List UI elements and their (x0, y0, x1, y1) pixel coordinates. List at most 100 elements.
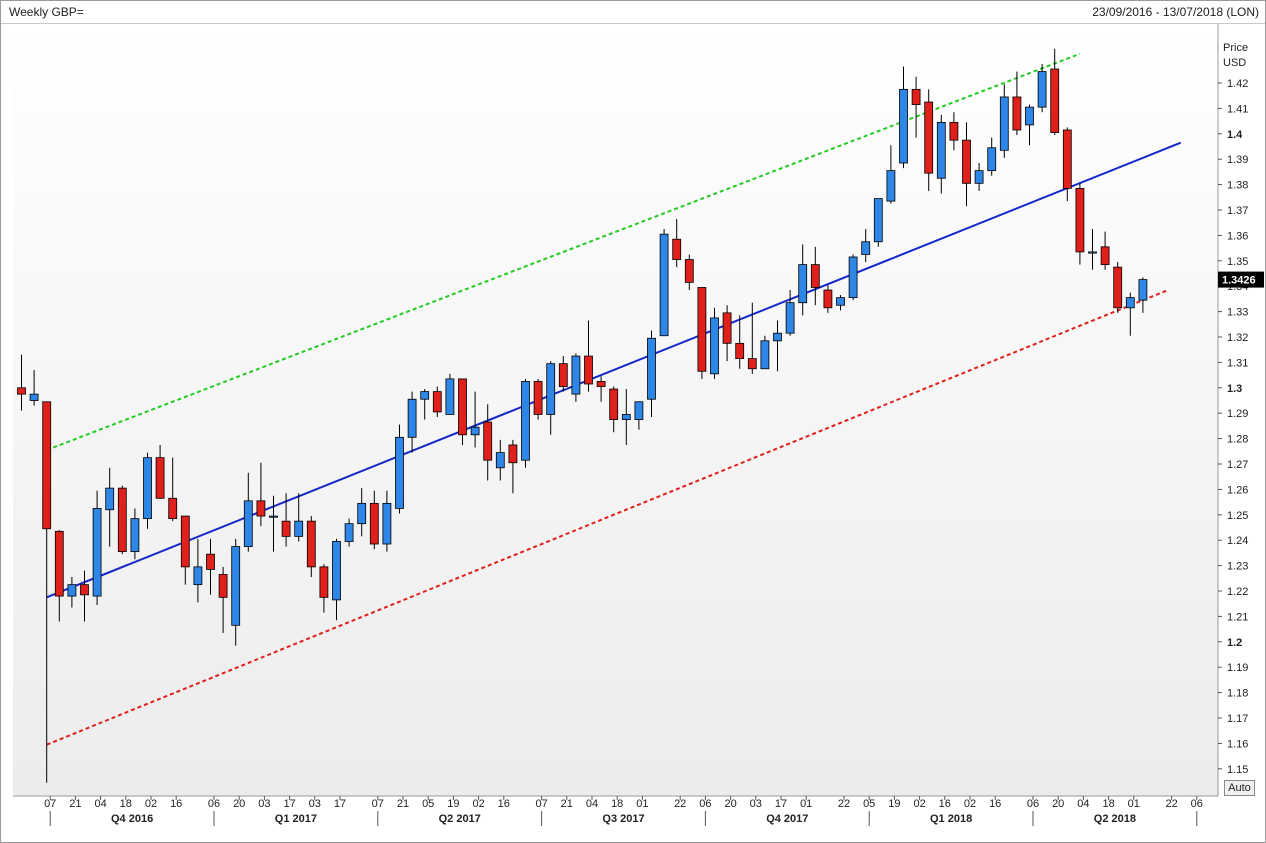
candle-body (155, 457, 165, 499)
candle-body (407, 398, 417, 438)
candle (445, 373, 455, 415)
candle (659, 229, 669, 337)
candle (596, 376, 606, 402)
candle-body (1037, 71, 1047, 108)
candle (571, 353, 581, 402)
candle (458, 378, 467, 445)
candle (29, 370, 39, 406)
candle (67, 577, 77, 608)
x-tick-label: 22 (674, 798, 686, 810)
candle (1012, 71, 1022, 136)
candle (369, 490, 379, 550)
candle-body (382, 502, 392, 545)
x-tick-label: 02 (145, 798, 157, 810)
candle-body (886, 170, 896, 202)
y-tick-label: 1.4 (1227, 129, 1243, 141)
candle-body (369, 502, 379, 545)
candle-body (558, 363, 568, 387)
candle-body (483, 421, 493, 461)
candle-body (1113, 266, 1123, 309)
candle-body (269, 515, 278, 518)
candle-body (571, 355, 581, 395)
y-tick-label: 1.19 (1227, 662, 1248, 674)
x-tick-label: 22 (838, 798, 850, 810)
candle (130, 508, 140, 560)
candle-body (987, 147, 997, 172)
y-tick-label: 1.37 (1227, 205, 1248, 217)
candle-body (1050, 68, 1060, 133)
y-tick-label: 1.36 (1227, 230, 1248, 242)
candle (962, 122, 971, 207)
candle-body (533, 381, 543, 415)
candle (80, 570, 89, 622)
candle (558, 356, 568, 392)
candle (395, 424, 404, 514)
candle-body (458, 378, 467, 436)
candle (382, 490, 392, 552)
x-tick-label: 06 (208, 798, 220, 810)
candle-body (1012, 96, 1022, 131)
candle (924, 89, 934, 191)
candle (936, 114, 946, 194)
y-tick-label: 1.33 (1227, 307, 1248, 319)
quarter-label: Q1 2018 (930, 813, 972, 825)
candle-body (999, 96, 1009, 151)
candle (117, 485, 127, 555)
x-tick-label: 20 (724, 798, 736, 810)
x-tick-label: 06 (1027, 798, 1039, 810)
x-tick-label: 01 (1128, 798, 1140, 810)
trend-channel-line (46, 141, 1182, 599)
candle-body (722, 312, 732, 344)
y-tick-label: 1.27 (1227, 459, 1248, 471)
candle-body (143, 457, 152, 520)
candle (92, 490, 102, 605)
candle (722, 305, 732, 362)
x-tick-label: 21 (397, 798, 409, 810)
x-tick-label: 21 (561, 798, 573, 810)
candle-body (117, 487, 127, 553)
candle-body (281, 520, 291, 537)
candle-body (609, 388, 619, 420)
candle (407, 391, 417, 453)
candle (949, 112, 959, 151)
candle (773, 320, 782, 372)
y-tick-label: 1.16 (1227, 738, 1248, 750)
candle (269, 495, 278, 552)
quarter-label: Q2 2017 (439, 813, 481, 825)
auto-scale-button[interactable]: Auto (1224, 780, 1255, 796)
candle (899, 66, 908, 169)
candle (180, 515, 190, 585)
y-tick-label: 1.28 (1227, 434, 1248, 446)
candle (747, 302, 757, 374)
candle (470, 391, 480, 448)
candle-body (1125, 297, 1135, 309)
candle (1075, 183, 1085, 265)
candle-body (42, 401, 52, 530)
y-tick-label: 1.32 (1227, 332, 1248, 344)
candle-body (1100, 246, 1110, 266)
candle-body (306, 520, 316, 568)
x-tick-label: 17 (283, 798, 295, 810)
candle-body (899, 88, 908, 164)
y-tick-label: 1.24 (1227, 535, 1248, 547)
x-tick-label: 05 (422, 798, 434, 810)
candle (168, 457, 178, 522)
candle (873, 198, 883, 247)
candle-body (105, 487, 115, 511)
candle-body (294, 520, 304, 537)
candle-body (29, 393, 39, 401)
upper-channel-line (46, 52, 1081, 451)
y-tick-label: 1.31 (1227, 357, 1248, 369)
candle-body (130, 518, 140, 553)
candle (432, 386, 442, 418)
candle (231, 538, 241, 646)
candle (1062, 127, 1072, 202)
candle-body (495, 452, 505, 469)
x-tick-label: 16 (498, 798, 510, 810)
candle-body (432, 391, 442, 413)
candle (1100, 231, 1110, 270)
candle-body (697, 287, 707, 372)
candle (987, 137, 997, 176)
candle (672, 218, 682, 268)
